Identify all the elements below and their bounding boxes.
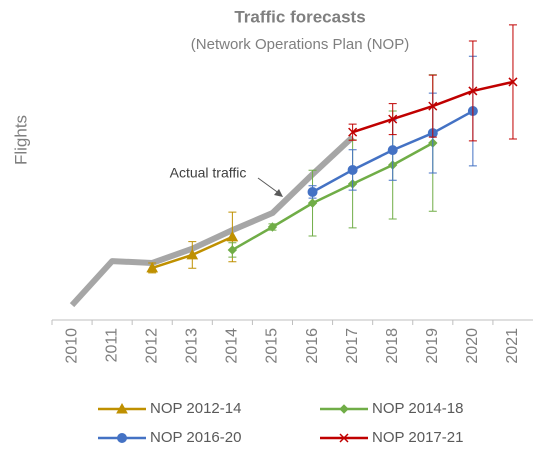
series-line [231, 141, 434, 252]
x-tick-label: 2011 [103, 328, 120, 363]
marker [117, 433, 127, 443]
marker [339, 404, 349, 414]
x-tick-label: 2013 [184, 328, 201, 364]
x-tick-label: 2010 [63, 328, 80, 364]
x-tick-label: 2018 [384, 328, 401, 364]
annotation: Actual traffic [170, 165, 247, 181]
marker [387, 145, 398, 156]
marker [339, 433, 349, 443]
marker [307, 186, 318, 197]
legend-label: NOP 2016-20 [150, 429, 241, 446]
x-tick-label: 2015 [264, 328, 281, 364]
marker [146, 261, 159, 273]
x-tick-label: 2020 [464, 328, 481, 364]
marker [468, 86, 478, 96]
marker [307, 198, 318, 208]
x-tick-label: 2017 [344, 328, 361, 364]
marker [508, 77, 518, 87]
marker [388, 114, 398, 124]
legend-label: NOP 2014-18 [372, 400, 463, 417]
x-tick-label: 2012 [143, 328, 160, 364]
legend-label: NOP 2012-14 [150, 400, 241, 417]
x-tick-label: 2021 [504, 328, 521, 364]
y-axis-label: Flights [11, 115, 30, 165]
chart-title: Traffic forecasts [234, 7, 365, 26]
x-tick-label: 2016 [304, 328, 321, 364]
marker [348, 127, 358, 137]
actual-line [69, 134, 355, 308]
marker [428, 101, 438, 111]
marker [116, 402, 128, 414]
annotation-arrowhead [274, 189, 283, 197]
chart-subtitle: (Network Operations Plan (NOP) [191, 36, 409, 53]
marker [227, 245, 238, 255]
legend-label: NOP 2017-21 [372, 429, 463, 446]
marker [267, 222, 278, 232]
x-tick-label: 2014 [224, 328, 241, 364]
x-tick-label: 2019 [424, 328, 441, 364]
annotation-arrow [257, 177, 281, 195]
marker [347, 164, 358, 175]
marker [226, 230, 239, 242]
marker [186, 248, 199, 260]
